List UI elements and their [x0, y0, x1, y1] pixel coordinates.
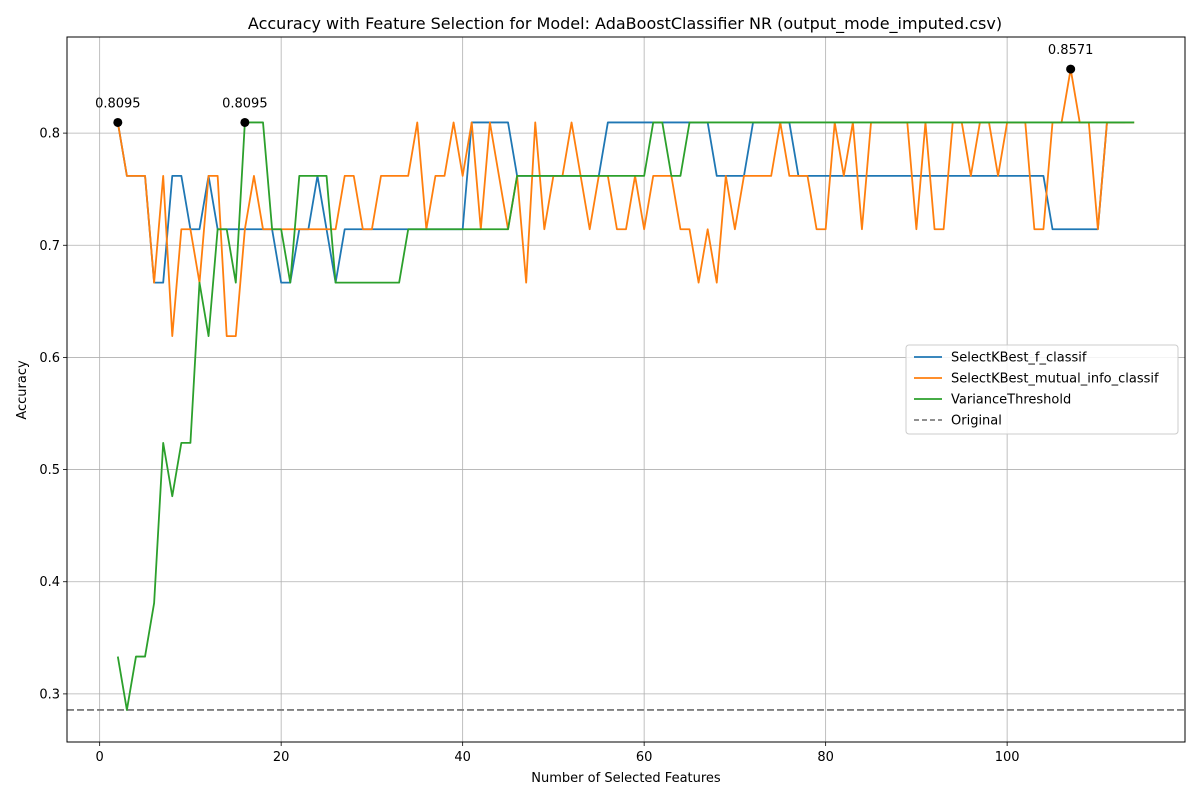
legend-label: Original: [951, 414, 1002, 429]
tick-layer: 0 20 40 60 80 100 0.3 0.4 0.5 0.6 0.7 0.8: [39, 127, 1019, 765]
x-axis-title: Number of Selected Features: [531, 771, 721, 786]
y-tick-label: 0.8: [39, 127, 60, 142]
peak-marker: [113, 117, 123, 127]
legend-label: SelectKBest_mutual_info_classif: [951, 372, 1159, 387]
x-tick-label: 60: [636, 750, 653, 765]
x-tick-label: 100: [995, 750, 1020, 765]
x-tick-label: 40: [454, 750, 471, 765]
chart-title: Accuracy with Feature Selection for Mode…: [248, 14, 1002, 34]
x-tick-label: 80: [817, 750, 834, 765]
legend: SelectKBest_f_classif SelectKBest_mutual_…: [905, 344, 1179, 435]
peak-label: 0.8571: [1048, 43, 1094, 58]
y-tick-label: 0.3: [39, 687, 60, 702]
y-tick-label: 0.5: [39, 463, 60, 478]
x-tick-label: 20: [273, 750, 290, 765]
peak-marker: [240, 117, 250, 127]
plot-frame: [66, 36, 1186, 743]
peak-label: 0.8095: [95, 96, 141, 111]
series-layer: [116, 68, 1135, 711]
series-line-selectkbest-f-classif: [116, 121, 1126, 284]
annotation-layer: 0.8095 0.8095 0.8571: [95, 43, 1093, 127]
y-tick-label: 0.4: [39, 575, 60, 590]
legend-label: SelectKBest_f_classif: [951, 351, 1087, 366]
peak-marker: [1066, 64, 1076, 74]
y-tick-label: 0.6: [39, 351, 60, 366]
series-line-selectkbest-mutual-info-classif: [116, 68, 1135, 338]
y-axis-title: Accuracy: [15, 360, 30, 420]
legend-label: VarianceThreshold: [951, 393, 1071, 408]
legend-box: [905, 344, 1179, 435]
x-tick-label: 0: [96, 750, 104, 765]
peak-label: 0.8095: [222, 96, 268, 111]
y-tick-label: 0.7: [39, 239, 60, 254]
series-line-variancethreshold: [116, 121, 1135, 711]
